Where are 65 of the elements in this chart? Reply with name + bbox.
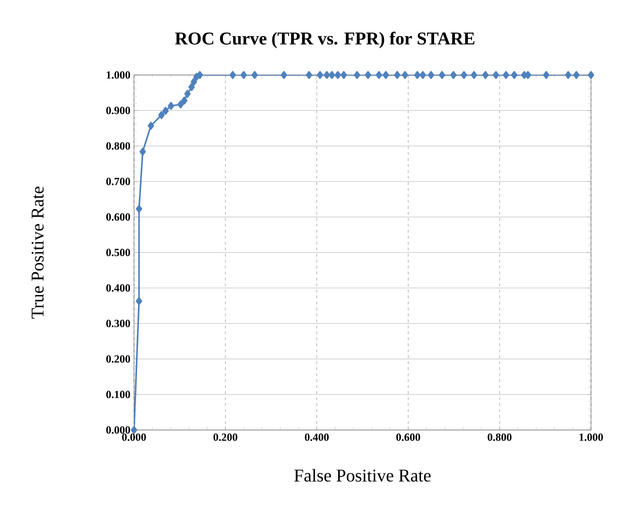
y-tick-label: 0.200 bbox=[106, 355, 130, 363]
point bbox=[588, 70, 594, 79]
point bbox=[328, 70, 336, 79]
x-tick-label: 0.000 bbox=[122, 434, 146, 441]
point bbox=[177, 100, 184, 108]
y-tick-label: 0.700 bbox=[106, 178, 130, 186]
point bbox=[230, 70, 236, 79]
point bbox=[188, 83, 195, 92]
x-axis-title: False Positive Rate bbox=[294, 468, 431, 482]
point bbox=[511, 70, 518, 79]
point bbox=[573, 70, 580, 79]
point bbox=[316, 70, 324, 79]
y-tick-label: 1.000 bbox=[106, 71, 130, 79]
point bbox=[470, 70, 478, 79]
x-tick-label: 1.000 bbox=[580, 434, 603, 441]
point bbox=[196, 70, 204, 79]
point bbox=[482, 70, 489, 79]
point bbox=[162, 106, 169, 115]
point bbox=[280, 70, 288, 79]
x-tick-label: 0.200 bbox=[214, 434, 238, 441]
y-tick-label: 0.000 bbox=[106, 426, 130, 434]
point bbox=[382, 70, 390, 79]
point bbox=[130, 426, 138, 434]
y-tick-label: 0.300 bbox=[106, 320, 130, 328]
point bbox=[190, 78, 198, 86]
point bbox=[394, 70, 400, 79]
y-tick-label: 0.900 bbox=[106, 106, 130, 114]
x-tick-label: 0.600 bbox=[396, 434, 420, 441]
point bbox=[306, 70, 312, 79]
point bbox=[140, 148, 146, 156]
point bbox=[564, 70, 572, 79]
point bbox=[438, 70, 446, 79]
chart-title: ROC Curve (TPR vs. FPR) for STARE bbox=[175, 32, 474, 48]
point bbox=[428, 70, 434, 79]
point bbox=[324, 70, 330, 79]
point bbox=[168, 102, 174, 110]
point bbox=[340, 70, 347, 79]
point bbox=[354, 70, 360, 79]
point bbox=[364, 70, 372, 79]
point bbox=[414, 70, 421, 79]
point bbox=[402, 70, 408, 79]
point bbox=[376, 70, 382, 79]
point bbox=[184, 90, 191, 98]
point bbox=[240, 70, 247, 79]
point bbox=[502, 70, 510, 79]
point bbox=[148, 122, 154, 130]
point bbox=[251, 70, 258, 79]
x-tick-label: 0.800 bbox=[488, 434, 512, 441]
point bbox=[450, 70, 457, 79]
point bbox=[543, 70, 550, 79]
y-tick-label: 0.500 bbox=[106, 248, 130, 256]
point bbox=[181, 96, 188, 105]
point bbox=[460, 70, 468, 79]
y-tick-label: 0.600 bbox=[106, 213, 130, 221]
point bbox=[136, 204, 142, 213]
point bbox=[334, 70, 342, 79]
y-tick-label: 0.100 bbox=[106, 390, 130, 398]
y-tick-label: 0.400 bbox=[106, 284, 130, 292]
point bbox=[136, 297, 142, 306]
y-tick-label: 0.800 bbox=[106, 142, 130, 150]
x-tick-label: 0.400 bbox=[304, 434, 329, 441]
y-axis-title: True Positive Rate bbox=[32, 186, 44, 319]
point bbox=[492, 70, 500, 79]
point bbox=[158, 111, 165, 120]
point bbox=[420, 70, 426, 79]
